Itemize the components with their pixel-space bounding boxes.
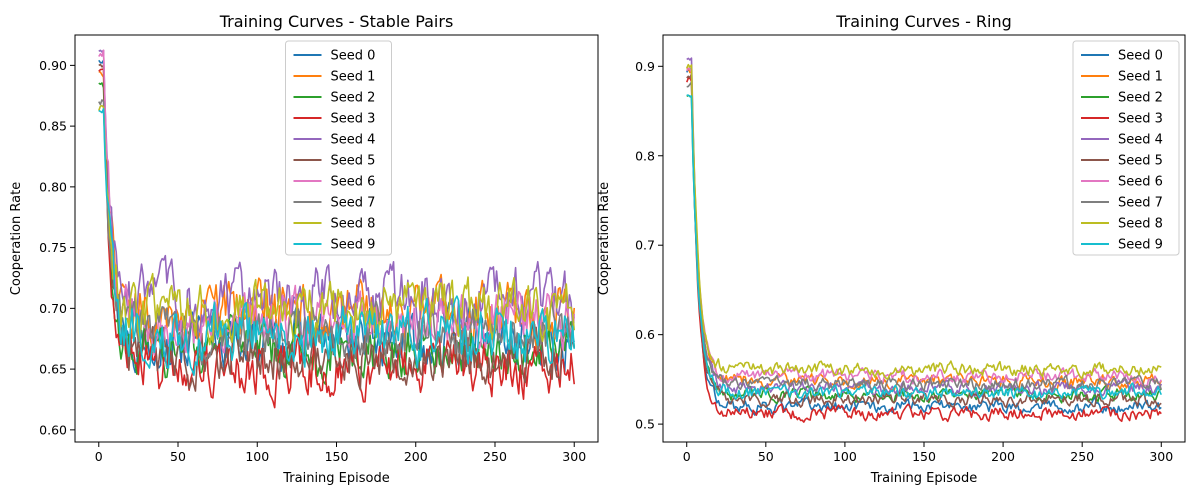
legend-label: Seed 8 <box>1118 217 1163 232</box>
y-tick-label: 0.5 <box>635 417 655 432</box>
x-tick-label: 250 <box>483 449 507 464</box>
y-axis-label: Cooperation Rate <box>9 182 24 295</box>
legend-label: Seed 6 <box>1118 175 1163 190</box>
x-tick-label: 150 <box>325 449 349 464</box>
legend-label: Seed 7 <box>1118 196 1163 211</box>
series-line-seed-6 <box>686 67 1162 387</box>
y-tick-label: 0.65 <box>39 362 67 377</box>
legend-label: Seed 1 <box>1118 70 1163 85</box>
legend-label: Seed 1 <box>331 70 376 85</box>
x-axis-label: Training Episode <box>870 471 977 486</box>
x-tick-label: 0 <box>95 449 103 464</box>
x-tick-label: 100 <box>833 449 857 464</box>
y-tick-label: 0.6 <box>635 327 655 342</box>
y-tick-label: 0.60 <box>39 422 67 437</box>
legend-label: Seed 5 <box>331 154 376 169</box>
y-tick-label: 0.8 <box>635 148 655 163</box>
x-tick-label: 100 <box>245 449 269 464</box>
y-axis-label: Cooperation Rate <box>597 182 612 295</box>
series-lines <box>98 49 576 409</box>
x-tick-label: 50 <box>170 449 186 464</box>
legend-label: Seed 7 <box>331 196 376 211</box>
series-line-seed-9 <box>686 94 1162 401</box>
x-tick-label: 250 <box>1070 449 1094 464</box>
y-tick-label: 0.7 <box>635 238 655 253</box>
series-line-seed-7 <box>686 81 1163 393</box>
legend-label: Seed 9 <box>1118 238 1163 253</box>
chart-2: Training Curves - Ring 0 50 100 150 200 250 300… <box>597 12 1186 486</box>
y-tick-label: 0.9 <box>635 59 655 74</box>
series-line-seed-3 <box>685 77 1162 423</box>
y-tick-label: 0.85 <box>39 119 67 134</box>
x-tick-label: 300 <box>1149 449 1173 464</box>
legend-label: Seed 0 <box>1118 49 1163 64</box>
legend-label: Seed 2 <box>331 91 376 106</box>
legend-label: Seed 3 <box>331 112 376 127</box>
series-line-seed-9 <box>98 108 576 377</box>
y-tick-label: 0.75 <box>39 240 67 255</box>
x-tick-label: 150 <box>912 449 936 464</box>
x-tick-label: 0 <box>683 449 691 464</box>
legend-label: Seed 0 <box>331 49 376 64</box>
x-tick-label: 200 <box>404 449 428 464</box>
legend: Seed 0 Seed 1 Seed 2 Seed 3 Seed 4 Seed 5 Seed… <box>285 40 392 256</box>
x-axis-label: Training Episode <box>282 471 389 486</box>
series-line-seed-0 <box>686 67 1162 416</box>
y-tick-label: 0.90 <box>39 58 67 73</box>
legend-label: Seed 8 <box>331 217 376 232</box>
x-tick-label: 50 <box>758 449 774 464</box>
chart-1: Training Curves - Stable Pairs 0 50 100 150 2… <box>9 12 599 486</box>
chart-title: Training Curves - Ring <box>835 12 1012 31</box>
x-tick-label: 300 <box>562 449 586 464</box>
legend-label: Seed 2 <box>1118 91 1163 106</box>
legend-label: Seed 4 <box>331 133 376 148</box>
legend-label: Seed 4 <box>1118 133 1163 148</box>
chart-title: Training Curves - Stable Pairs <box>219 12 454 31</box>
y-tick-label: 0.80 <box>39 179 67 194</box>
legend-label: Seed 5 <box>1118 154 1163 169</box>
legend-label: Seed 6 <box>331 175 376 190</box>
legend-label: Seed 9 <box>331 238 376 253</box>
series-line-seed-4 <box>686 57 1163 398</box>
series-line-seed-8 <box>685 63 1162 380</box>
y-tick-label: 0.70 <box>39 301 67 316</box>
series-lines <box>685 57 1163 423</box>
legend-label: Seed 3 <box>1118 112 1163 127</box>
legend: Seed 0 Seed 1 Seed 2 Seed 3 Seed 4 Seed 5 Seed… <box>1072 40 1180 256</box>
x-tick-label: 200 <box>991 449 1015 464</box>
